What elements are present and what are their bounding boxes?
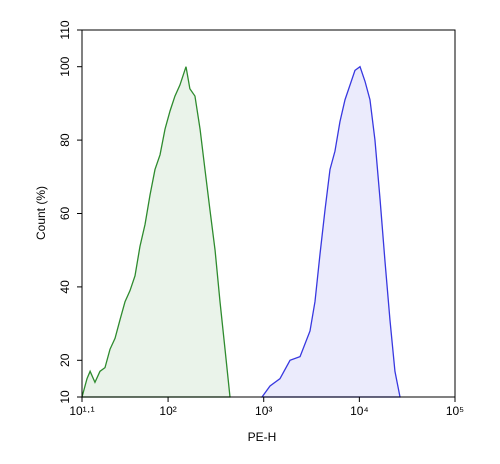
x-tick-label: 10⁴ — [350, 404, 369, 418]
histogram-area — [81, 66, 231, 398]
y-tick-label: 20 — [58, 353, 72, 367]
y-tick-label: 110 — [58, 20, 72, 39]
y-tick-label: 10 — [58, 390, 72, 404]
y-tick-label: 40 — [58, 280, 72, 294]
y-tick-label: 60 — [58, 207, 72, 221]
x-tick-label: 10² — [159, 404, 176, 418]
histogram-area — [260, 65, 401, 398]
y-tick-label: 100 — [58, 56, 72, 76]
y-tick-label: 80 — [58, 133, 72, 147]
x-tick-label: 10¹·¹ — [69, 404, 94, 418]
x-tick-label: 10⁵ — [446, 404, 464, 418]
y-axis-label: Count (%) — [34, 186, 48, 240]
x-axis-label: PE-H — [248, 430, 277, 444]
x-tick-label: 10³ — [255, 404, 272, 418]
